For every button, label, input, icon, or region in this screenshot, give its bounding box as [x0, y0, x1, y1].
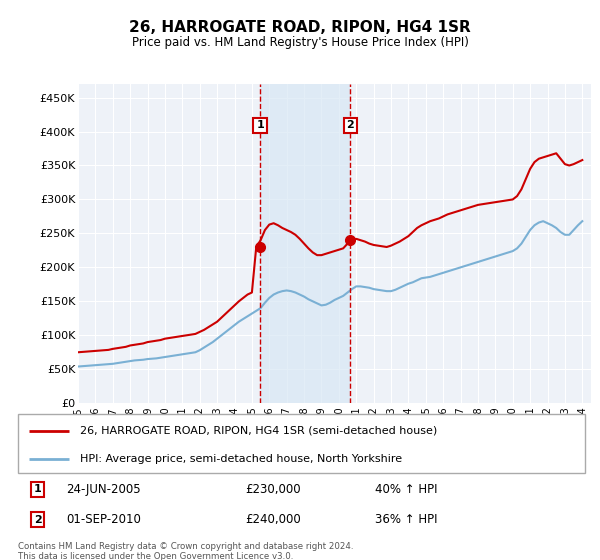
Text: £240,000: £240,000: [245, 513, 301, 526]
Text: 26, HARROGATE ROAD, RIPON, HG4 1SR: 26, HARROGATE ROAD, RIPON, HG4 1SR: [129, 20, 471, 35]
FancyBboxPatch shape: [18, 414, 585, 473]
Text: 2: 2: [346, 120, 354, 130]
Text: 01-SEP-2010: 01-SEP-2010: [66, 513, 141, 526]
Text: 1: 1: [34, 484, 42, 494]
Text: 36% ↑ HPI: 36% ↑ HPI: [375, 513, 438, 526]
Text: 2: 2: [34, 515, 42, 525]
Text: 26, HARROGATE ROAD, RIPON, HG4 1SR (semi-detached house): 26, HARROGATE ROAD, RIPON, HG4 1SR (semi…: [80, 426, 437, 436]
Text: 1: 1: [256, 120, 264, 130]
Text: 40% ↑ HPI: 40% ↑ HPI: [375, 483, 438, 496]
Text: HPI: Average price, semi-detached house, North Yorkshire: HPI: Average price, semi-detached house,…: [80, 454, 403, 464]
Bar: [260, 84, 350, 403]
Text: Price paid vs. HM Land Registry's House Price Index (HPI): Price paid vs. HM Land Registry's House …: [131, 36, 469, 49]
Text: £230,000: £230,000: [245, 483, 301, 496]
Text: 24-JUN-2005: 24-JUN-2005: [66, 483, 141, 496]
Text: Contains HM Land Registry data © Crown copyright and database right 2024.
This d: Contains HM Land Registry data © Crown c…: [18, 542, 353, 560]
